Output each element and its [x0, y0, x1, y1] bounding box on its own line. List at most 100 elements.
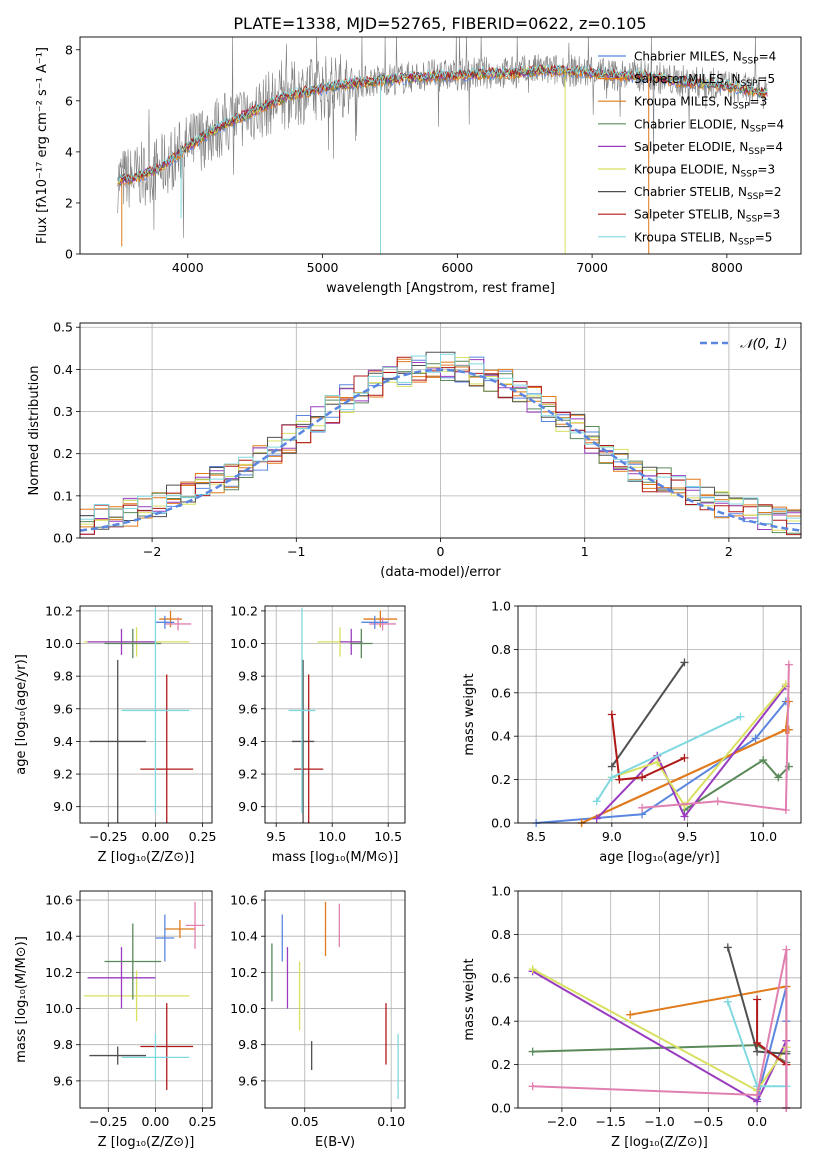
legend-sub: SSP — [741, 79, 758, 89]
legend-label: Chabrier ELODIE, NSSP=4 — [634, 117, 784, 134]
x-tick-label: 0.00 — [142, 1114, 170, 1129]
spectrum-axes: 4000 5000 6000 7000 8000 0 2 4 6 8 — [65, 42, 743, 275]
x-tick-label: −0.5 — [693, 1114, 723, 1129]
y-tick-label: 9.2 — [238, 767, 258, 782]
y-tick-label: 0.8 — [491, 642, 511, 657]
legend-sub: SSP — [748, 147, 765, 157]
y-tick-label: 10.2 — [45, 603, 73, 618]
x-tick-label: 8000 — [711, 260, 743, 275]
weight-marker — [723, 943, 732, 952]
age_vs_Z-points — [83, 607, 194, 823]
weight-marker — [626, 1010, 635, 1019]
x-tick-label: 4000 — [172, 260, 204, 275]
age_vs_mass-points — [288, 607, 398, 823]
x-axis-label: Z [log₁₀(Z/Z⊙)] — [611, 1135, 708, 1150]
spectrum-plot — [117, 37, 768, 254]
x-tick-label: −1.0 — [644, 1114, 674, 1129]
x-axis-label: (data-model)/error — [380, 565, 501, 580]
mass_vs_EBV-points — [271, 901, 399, 1099]
y-tick-label: 0.8 — [491, 927, 511, 942]
weight-marker — [753, 1047, 762, 1056]
x-tick-label: 8.5 — [526, 829, 546, 844]
residual-plot — [80, 351, 801, 537]
y-tick-label: 10.0 — [45, 636, 73, 651]
x-axis-label: Z [log₁₀(Z/Z⊙)] — [98, 850, 195, 865]
weight-marker — [753, 1038, 762, 1047]
weight-line-3 — [683, 758, 790, 811]
weight-marker — [528, 1047, 537, 1056]
y-tick-label: 0.5 — [53, 320, 73, 335]
y-tick-label: 10.0 — [230, 636, 258, 651]
legend-suffix: =4 — [759, 50, 777, 64]
legend-suffix: =4 — [765, 140, 783, 154]
y-tick-label: 10.2 — [230, 603, 258, 618]
weight-line-5 — [611, 683, 787, 808]
x-axis-label: wavelength [Angstrom, rest frame] — [326, 281, 555, 296]
weight-marker — [638, 773, 647, 782]
x-tick-label: 9.0 — [602, 829, 622, 844]
weight-marker — [784, 725, 793, 734]
normal-curve — [80, 368, 801, 532]
weight-line-7 — [610, 714, 685, 781]
residual-histogram-8 — [80, 353, 801, 527]
y-tick-label: 9.6 — [238, 701, 258, 716]
y-tick-label: 10.4 — [230, 929, 258, 944]
legend-sub: SSP — [750, 124, 767, 134]
weight-marker — [592, 814, 601, 823]
y-tick-label: 0.6 — [491, 685, 511, 700]
mass_vs_EBV-frame — [264, 890, 406, 1109]
y-tick-label: 10.2 — [230, 965, 258, 980]
mass_weight_vs_age-lines — [532, 658, 793, 827]
y-axis-label: Flux [fλ10⁻¹⁷ erg cm⁻² s⁻¹ A⁻¹] — [35, 47, 50, 244]
legend-label: Kroupa ELODIE, NSSP=3 — [634, 163, 775, 180]
x-tick-label: 1 — [581, 544, 589, 559]
x-axis-label: age [log₁₀(age/yr)] — [599, 850, 720, 865]
legend-sub: SSP — [746, 215, 763, 225]
x-tick-label: −2.0 — [547, 1114, 577, 1129]
age_vs_Z-axes: −0.25 0.00 0.25 9.0 9.2 9.4 9.6 9.8 10.0 10.2 — [45, 603, 216, 844]
y-tick-label: 8 — [65, 42, 73, 57]
y-tick-label: 10.6 — [45, 893, 73, 908]
spectrum-legend: Chabrier MILES, NSSP=4 Salpeter MILES, NS… — [598, 50, 784, 247]
y-axis-label: mass weight — [462, 673, 477, 755]
weight-marker — [753, 995, 762, 1004]
x-axis-label: Z [log₁₀(Z/Z⊙)] — [98, 1135, 195, 1150]
mass_vs_Z-points — [83, 901, 205, 1090]
y-tick-label: 0.4 — [491, 1014, 511, 1029]
spectrum-frame — [79, 36, 802, 255]
x-tick-label: 7000 — [576, 260, 608, 275]
mass_weight_vs_age-axes: 8.5 9.0 9.5 10.0 0.0 0.2 0.4 0.6 0.8 1.0 — [491, 599, 801, 844]
age_vs_mass-axes: 9.5 10.0 10.5 9.0 9.2 9.4 9.6 9.8 10.0 10.2 — [230, 603, 405, 844]
weight-marker — [653, 758, 662, 767]
x-tick-label: 10.0 — [318, 829, 346, 844]
residuals-axes: −2 −1 0 1 2 0.0 0.1 0.2 0.3 0.4 0.5 — [53, 320, 801, 559]
weight-marker — [615, 775, 624, 784]
mass_weight_vs_age-frame — [517, 605, 802, 824]
x-tick-label: 2 — [725, 544, 733, 559]
weight-line-6 — [610, 661, 686, 768]
weight-marker — [759, 756, 768, 765]
weight-marker — [784, 660, 793, 669]
age_vs_Z-frame — [79, 605, 213, 824]
x-tick-label: 0.0 — [747, 1114, 767, 1129]
y-tick-label: 9.4 — [238, 734, 258, 749]
y-tick-label: 9.8 — [238, 669, 258, 684]
x-tick-label: 5000 — [307, 260, 339, 275]
legend-suffix: =2 — [764, 185, 782, 199]
y-tick-label: 6 — [65, 93, 73, 108]
y-tick-label: 9.2 — [53, 767, 73, 782]
weight-marker — [607, 773, 616, 782]
legend-suffix: =5 — [755, 230, 773, 244]
y-tick-label: 0 — [65, 247, 73, 262]
weight-marker — [781, 805, 790, 814]
mass_weight_vs_Z-axes: −2.0 −1.5 −1.0 −0.5 0.0 0.0 0.2 0.4 0.6 0.8 1.0 — [491, 884, 801, 1129]
weight-marker — [753, 1090, 762, 1099]
y-tick-label: 10.4 — [45, 929, 73, 944]
y-tick-label: 9.6 — [53, 701, 73, 716]
x-tick-label: 9.5 — [266, 829, 286, 844]
weight-line-8 — [532, 949, 788, 1108]
legend-suffix: =4 — [766, 117, 784, 131]
y-tick-label: 9.8 — [53, 669, 73, 684]
y-tick-label: 10.0 — [230, 1001, 258, 1016]
